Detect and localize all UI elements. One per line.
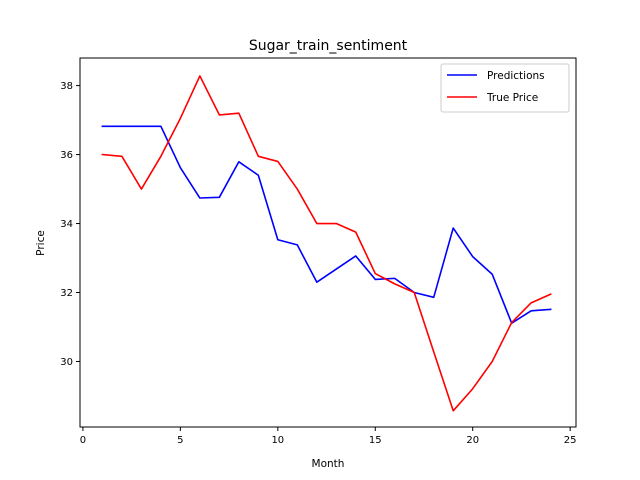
y-axis-label: Price xyxy=(35,230,47,256)
y-axis-ticks: 30 32 34 36 38 xyxy=(60,81,80,368)
plot-area: 0 5 10 15 20 25 30 32 34 36 38 xyxy=(60,57,577,446)
x-tick-label: 10 xyxy=(271,435,284,446)
series-line-true-price xyxy=(101,75,552,412)
y-tick-label: 30 xyxy=(60,357,73,368)
series-group xyxy=(101,75,552,412)
x-tick-label: 25 xyxy=(564,435,577,446)
x-tick-label: 15 xyxy=(369,435,382,446)
axes-frame xyxy=(79,57,577,428)
y-tick-label: 34 xyxy=(60,219,73,230)
x-tick-label: 5 xyxy=(177,435,183,446)
legend-label-true-price: True Price xyxy=(486,92,538,104)
x-tick-label: 0 xyxy=(80,435,86,446)
x-tick-label: 20 xyxy=(466,435,479,446)
legend-frame xyxy=(440,63,570,113)
x-axis-ticks: 0 5 10 15 20 25 xyxy=(80,427,577,446)
y-tick-label: 32 xyxy=(60,288,73,299)
y-tick-label: 36 xyxy=(60,150,73,161)
chart-title: Sugar_train_sentiment xyxy=(249,38,408,54)
legend: Predictions True Price xyxy=(440,63,570,113)
legend-label-predictions: Predictions xyxy=(487,70,545,82)
series-line-predictions xyxy=(101,125,552,325)
x-axis-label: Month xyxy=(312,458,345,470)
y-tick-label: 38 xyxy=(60,81,73,92)
